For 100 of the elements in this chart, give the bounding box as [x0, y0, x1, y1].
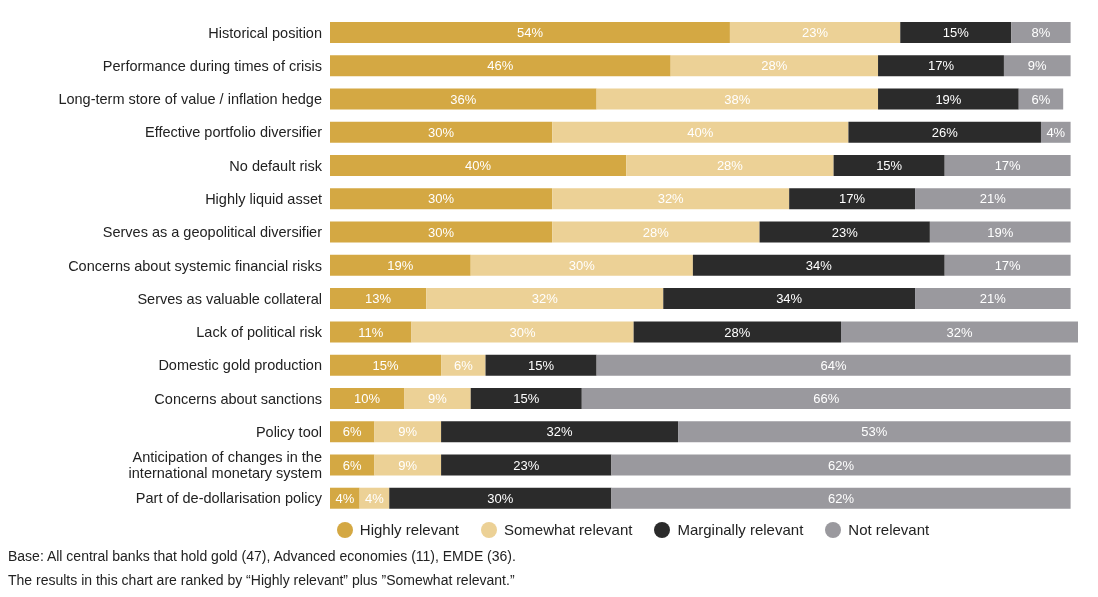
data-label: 6%: [342, 424, 363, 440]
data-label: 62%: [827, 490, 855, 506]
y-tick-label: Domestic gold production: [158, 357, 322, 374]
legend-label: Highly relevant: [358, 521, 460, 538]
bar: [374, 421, 442, 443]
bar: [915, 188, 1071, 210]
bar: [878, 88, 1019, 110]
data-label: 30%: [509, 324, 536, 340]
bar: [841, 321, 1078, 343]
data-label: 8%: [1031, 25, 1051, 41]
text: Base: All central banks that hold gold (47), Advanced economies (11), EMDE (36).: [8, 547, 517, 566]
data-label: 46%: [487, 58, 514, 74]
bar: [330, 221, 553, 243]
bar: [470, 254, 693, 276]
data-label: 30%: [428, 224, 455, 240]
bar: [330, 288, 427, 310]
data-label: 36%: [450, 91, 477, 107]
bar: [729, 21, 901, 43]
bar: [678, 421, 1071, 443]
bar: [663, 288, 916, 310]
bar: [411, 321, 634, 343]
data-label: 6%: [1031, 91, 1051, 107]
data-label: 17%: [994, 158, 1022, 174]
data-label: 23%: [831, 224, 859, 240]
data-label: 17%: [994, 257, 1022, 273]
data-label: 26%: [931, 124, 959, 140]
data-label: 4%: [335, 490, 355, 506]
data-label: 21%: [979, 191, 1007, 207]
bar: [929, 221, 1071, 243]
y-tick-label: Policy tool: [255, 423, 322, 440]
data-label: 15%: [876, 158, 903, 174]
bar: [611, 454, 1071, 476]
data-label: 32%: [657, 191, 685, 207]
data-label: 4%: [365, 490, 385, 506]
y-tick-label: Highly liquid asset: [205, 190, 322, 207]
data-label: 30%: [428, 191, 455, 207]
bar: [330, 155, 627, 177]
data-label: 17%: [839, 191, 866, 207]
bar: [759, 221, 930, 243]
data-label: 28%: [716, 158, 744, 174]
bar: [330, 254, 471, 276]
bar: [330, 354, 442, 376]
bar: [441, 454, 612, 476]
bar: [878, 55, 1004, 77]
data-label: 28%: [642, 224, 670, 240]
bar: [944, 254, 1071, 276]
bar: [833, 155, 945, 177]
data-label: 19%: [387, 257, 414, 273]
data-label: 34%: [776, 291, 803, 307]
data-label: 6%: [453, 357, 474, 373]
bar: [626, 155, 834, 177]
bar: [404, 387, 471, 409]
data-label: 15%: [528, 357, 555, 373]
bar: [900, 21, 1012, 43]
bar: [633, 321, 842, 343]
bar: [330, 88, 597, 110]
text: The results in this chart are ranked by “Highly relevant” plus ”Somewhat relevant.”: [8, 571, 516, 590]
data-label: 15%: [372, 357, 399, 373]
data-label: 32%: [946, 324, 973, 340]
bar: [330, 387, 405, 409]
data-label: 32%: [531, 291, 559, 307]
data-label: 11%: [358, 324, 384, 340]
data-label: 53%: [861, 424, 888, 440]
data-label: 15%: [942, 25, 970, 41]
data-label: 23%: [513, 457, 540, 473]
data-label: 19%: [935, 91, 962, 107]
data-label: 28%: [761, 58, 788, 74]
bar: [374, 454, 442, 476]
bar: [1011, 21, 1071, 43]
bar: [581, 387, 1071, 409]
bar: [552, 188, 790, 210]
data-label: 66%: [813, 391, 840, 407]
y-tick-label: Long-term store of value / inflation hedge: [58, 91, 322, 108]
bar: [552, 121, 849, 143]
data-label: 40%: [687, 124, 714, 140]
data-label: 17%: [927, 58, 955, 74]
data-label: 9%: [398, 424, 418, 440]
bar: [330, 55, 671, 77]
data-label: 23%: [802, 25, 829, 41]
data-label: 9%: [1027, 58, 1048, 74]
bar: [915, 288, 1071, 310]
data-label: 62%: [827, 457, 855, 473]
bar: [789, 188, 916, 210]
legend-label: Marginally relevant: [676, 521, 804, 538]
bar: [330, 121, 553, 143]
data-label: 9%: [427, 391, 448, 407]
y-tick-label: Anticipation of changes in the international monetary system: [128, 449, 322, 482]
bar: [848, 121, 1041, 143]
data-label: 30%: [487, 490, 514, 506]
y-tick-label: Effective portfolio diversifier: [144, 124, 323, 141]
data-label: 28%: [724, 324, 751, 340]
bar: [611, 487, 1071, 509]
bar: [596, 88, 879, 110]
bar: [670, 55, 879, 77]
data-label: 64%: [820, 357, 848, 373]
bar: [441, 421, 679, 443]
data-label: 30%: [568, 257, 596, 273]
y-tick-label: Serves as a geopolitical diversifier: [102, 224, 323, 241]
bar: [692, 254, 945, 276]
bar: [330, 188, 553, 210]
